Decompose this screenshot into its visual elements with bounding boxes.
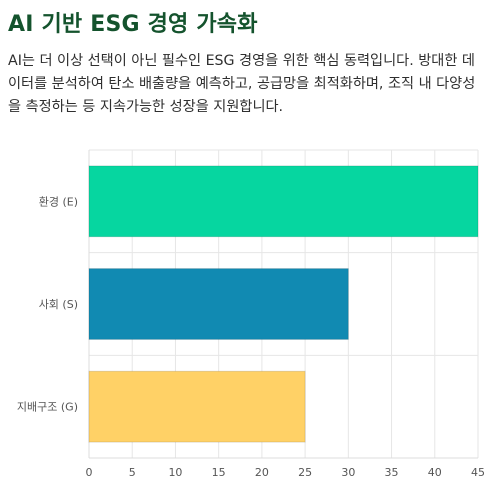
- chart-x-tick-labels: 0 5 10 15 20 25 30 35 40 45: [86, 466, 486, 479]
- x-tick-label: 35: [385, 466, 399, 479]
- x-tick-label: 0: [86, 466, 93, 479]
- bar: [88, 268, 349, 340]
- page-title: AI 기반 ESG 경영 가속화: [8, 12, 258, 37]
- category-label: 환경 (E): [39, 195, 78, 208]
- x-tick-label: 30: [341, 466, 355, 479]
- chart-y-tick-labels: 환경 (E) 사회 (S) 지배구조 (G): [17, 195, 78, 413]
- x-tick-label: 15: [212, 466, 226, 479]
- x-tick-label: 20: [255, 466, 269, 479]
- x-tick-label: 25: [298, 466, 312, 479]
- bar: [88, 370, 306, 443]
- bar: [88, 165, 479, 238]
- x-tick-label: 40: [428, 466, 442, 479]
- chart-bars: [88, 165, 479, 443]
- intro-paragraph: AI는 더 이상 선택이 아닌 필수인 ESG 경영을 위한 핵심 동력입니다.…: [8, 53, 476, 115]
- category-label: 사회 (S): [39, 298, 78, 311]
- x-tick-label: 10: [168, 466, 182, 479]
- x-tick-label: 5: [129, 466, 136, 479]
- category-label: 지배구조 (G): [17, 401, 78, 414]
- x-tick-label: 45: [471, 466, 485, 479]
